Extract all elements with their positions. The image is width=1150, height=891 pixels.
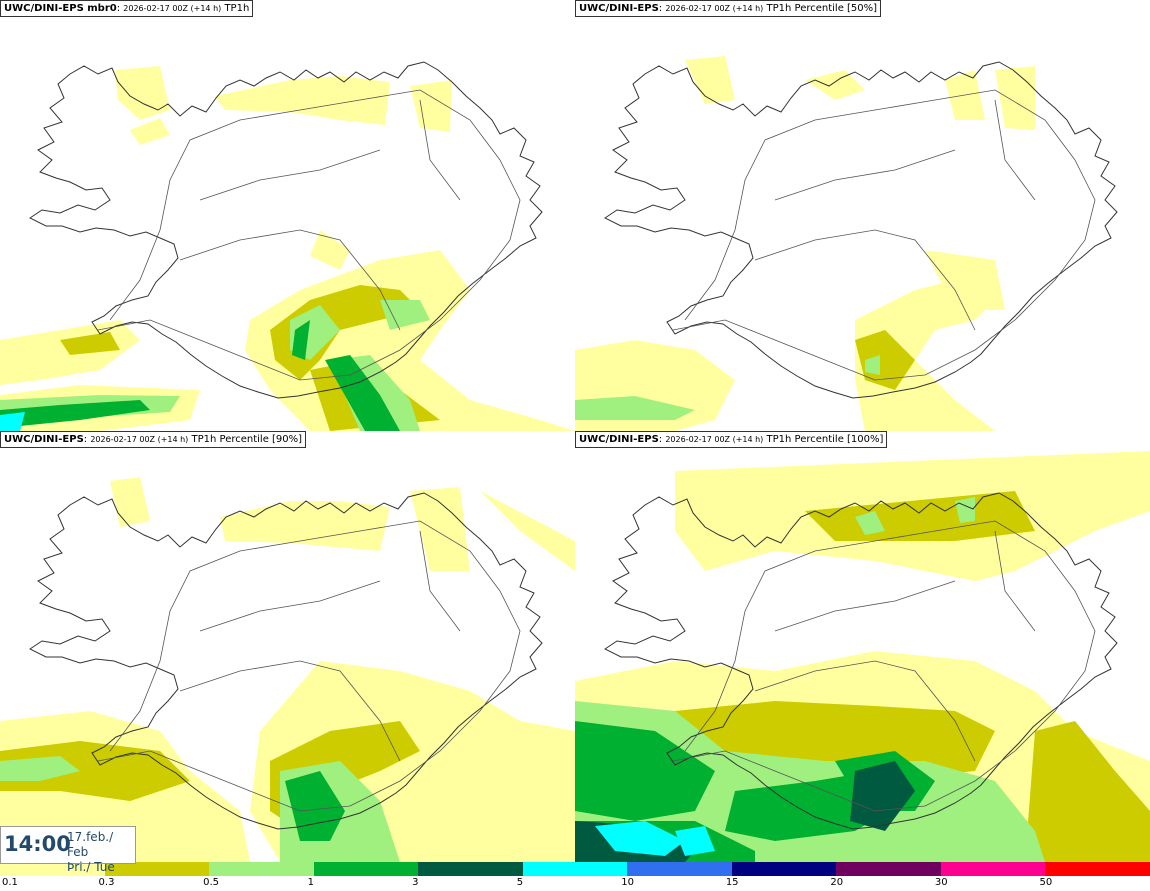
panel-title-colon: : <box>116 3 121 14</box>
colorbar-segment <box>836 862 941 876</box>
colorbar-segment <box>522 862 628 876</box>
valid-time-box: 14:00 17.feb./ Feb Þri./ Tue <box>0 826 136 874</box>
precip-extreme <box>595 821 685 856</box>
precip-high <box>292 320 310 360</box>
precip-lowmid <box>60 332 120 355</box>
colorbar-label: 30 <box>934 877 948 888</box>
map-panel-p50: UWC/DINI-EPS: 2026-02-17 00Z (+14 h) TP1… <box>575 0 1150 431</box>
map-panel-p90: UWC/DINI-EPS: 2026-02-17 00Z (+14 h) TP1… <box>0 431 575 862</box>
panel-title-model: UWC/DINI-EPS <box>579 434 659 445</box>
panel-title-field: TP1h Percentile [100%] <box>766 434 884 445</box>
colorbar-segment <box>940 862 1046 876</box>
precip-lowmid <box>1025 721 1150 862</box>
panel-title-run: 2026-02-17 00Z (+14 h) <box>123 4 222 13</box>
colorbar-label: 50 <box>1039 877 1053 888</box>
precip-light <box>995 66 1035 130</box>
valid-date-line1: 17.feb./ Feb <box>67 830 114 859</box>
colorbar-label: 3 <box>412 877 419 888</box>
precip-light <box>115 66 170 120</box>
precip-light <box>855 280 995 431</box>
panel-title-run: 2026-02-17 00Z (+14 h) <box>665 435 764 444</box>
colorbar-label: 5 <box>516 877 524 888</box>
panel-title-colon: : <box>658 434 663 445</box>
map-panel-p100: UWC/DINI-EPS: 2026-02-17 00Z (+14 h) TP1… <box>575 431 1150 862</box>
colorbar-label: 10 <box>621 877 634 888</box>
precip-mid <box>575 396 695 420</box>
precip-light <box>925 250 1005 310</box>
precip-high <box>0 400 150 428</box>
precip-light <box>805 70 865 100</box>
precip-high <box>285 771 345 841</box>
panel-title-run: 2026-02-17 00Z (+14 h) <box>90 435 189 444</box>
panel-title: UWC/DINI-EPS: 2026-02-17 00Z (+14 h) TP1… <box>575 0 882 17</box>
colorbar-segment <box>418 862 523 876</box>
colorbar-label: 0.3 <box>98 877 115 888</box>
colorbar-label: 0.5 <box>203 877 219 888</box>
panel-title-colon: : <box>658 3 663 14</box>
precip-light <box>410 80 452 132</box>
valid-date-line2: Þri./ Tue <box>67 860 115 874</box>
precip-light <box>220 501 390 551</box>
panel-title-field: TP1h <box>224 3 250 14</box>
panel-title-field: TP1h Percentile [90%] <box>191 434 303 445</box>
precip-lowmid <box>855 330 915 390</box>
panel-title-run: 2026-02-17 00Z (+14 h) <box>665 4 764 13</box>
precip-high <box>575 721 715 821</box>
precip-mid <box>0 756 80 781</box>
map-panel-mbr0: UWC/DINI-EPS mbr0: 2026-02-17 00Z (+14 h… <box>0 0 575 431</box>
precip-map-p50 <box>575 56 1118 431</box>
colorbar-label: 1 <box>307 877 314 888</box>
valid-date: 17.feb./ Feb Þri./ Tue <box>67 830 135 875</box>
panel-title-model: UWC/DINI-EPS <box>4 434 84 445</box>
precip-veryhigh <box>850 761 915 831</box>
panel-title: UWC/DINI-EPS: 2026-02-17 00Z (+14 h) TP1… <box>575 431 888 448</box>
precip-light <box>130 118 170 145</box>
panel-title-field: TP1h Percentile [50%] <box>766 3 878 14</box>
panel-title-colon: : <box>83 434 88 445</box>
precip-map-p100 <box>575 451 1150 862</box>
precip-mid <box>380 300 430 330</box>
colorbar-segment <box>0 862 105 876</box>
precip-mid <box>865 355 880 375</box>
precip-map-mbr0 <box>0 61 575 431</box>
colorbar-segment <box>627 862 732 876</box>
colorbar-segment <box>731 862 837 876</box>
colorbar-label: 15 <box>725 877 739 888</box>
precip-light <box>685 56 735 104</box>
precip-light <box>215 76 390 125</box>
precip-extreme <box>675 826 715 856</box>
colorbar-segment <box>313 862 419 876</box>
precip-extreme <box>0 412 25 431</box>
precip-light <box>310 230 350 270</box>
precip-mid <box>855 511 885 535</box>
precip-colorbar-labels: 0.1 0.3 0.5 1 3 5 10 15 20 30 50 <box>0 877 1150 891</box>
precip-light <box>110 477 150 527</box>
colorbar-segment <box>1045 862 1150 876</box>
colorbar-label: 0.1 <box>2 877 18 888</box>
colorbar-label: 20 <box>830 877 844 888</box>
precip-lowmid <box>0 741 190 801</box>
panel-title-model: UWC/DINI-EPS <box>579 3 659 14</box>
precip-light <box>480 491 575 571</box>
precip-colorbar <box>0 862 1150 876</box>
colorbar-segment <box>209 862 314 876</box>
colorbar-segment <box>104 862 210 876</box>
precip-map-p90 <box>0 477 575 862</box>
panel-title: UWC/DINI-EPS mbr0: 2026-02-17 00Z (+14 h… <box>0 0 254 17</box>
precip-light <box>410 487 470 571</box>
panel-title: UWC/DINI-EPS: 2026-02-17 00Z (+14 h) TP1… <box>0 431 307 448</box>
valid-time: 14:00 <box>4 832 71 856</box>
panel-title-model: UWC/DINI-EPS mbr0 <box>4 3 117 14</box>
precip-high <box>325 355 400 431</box>
